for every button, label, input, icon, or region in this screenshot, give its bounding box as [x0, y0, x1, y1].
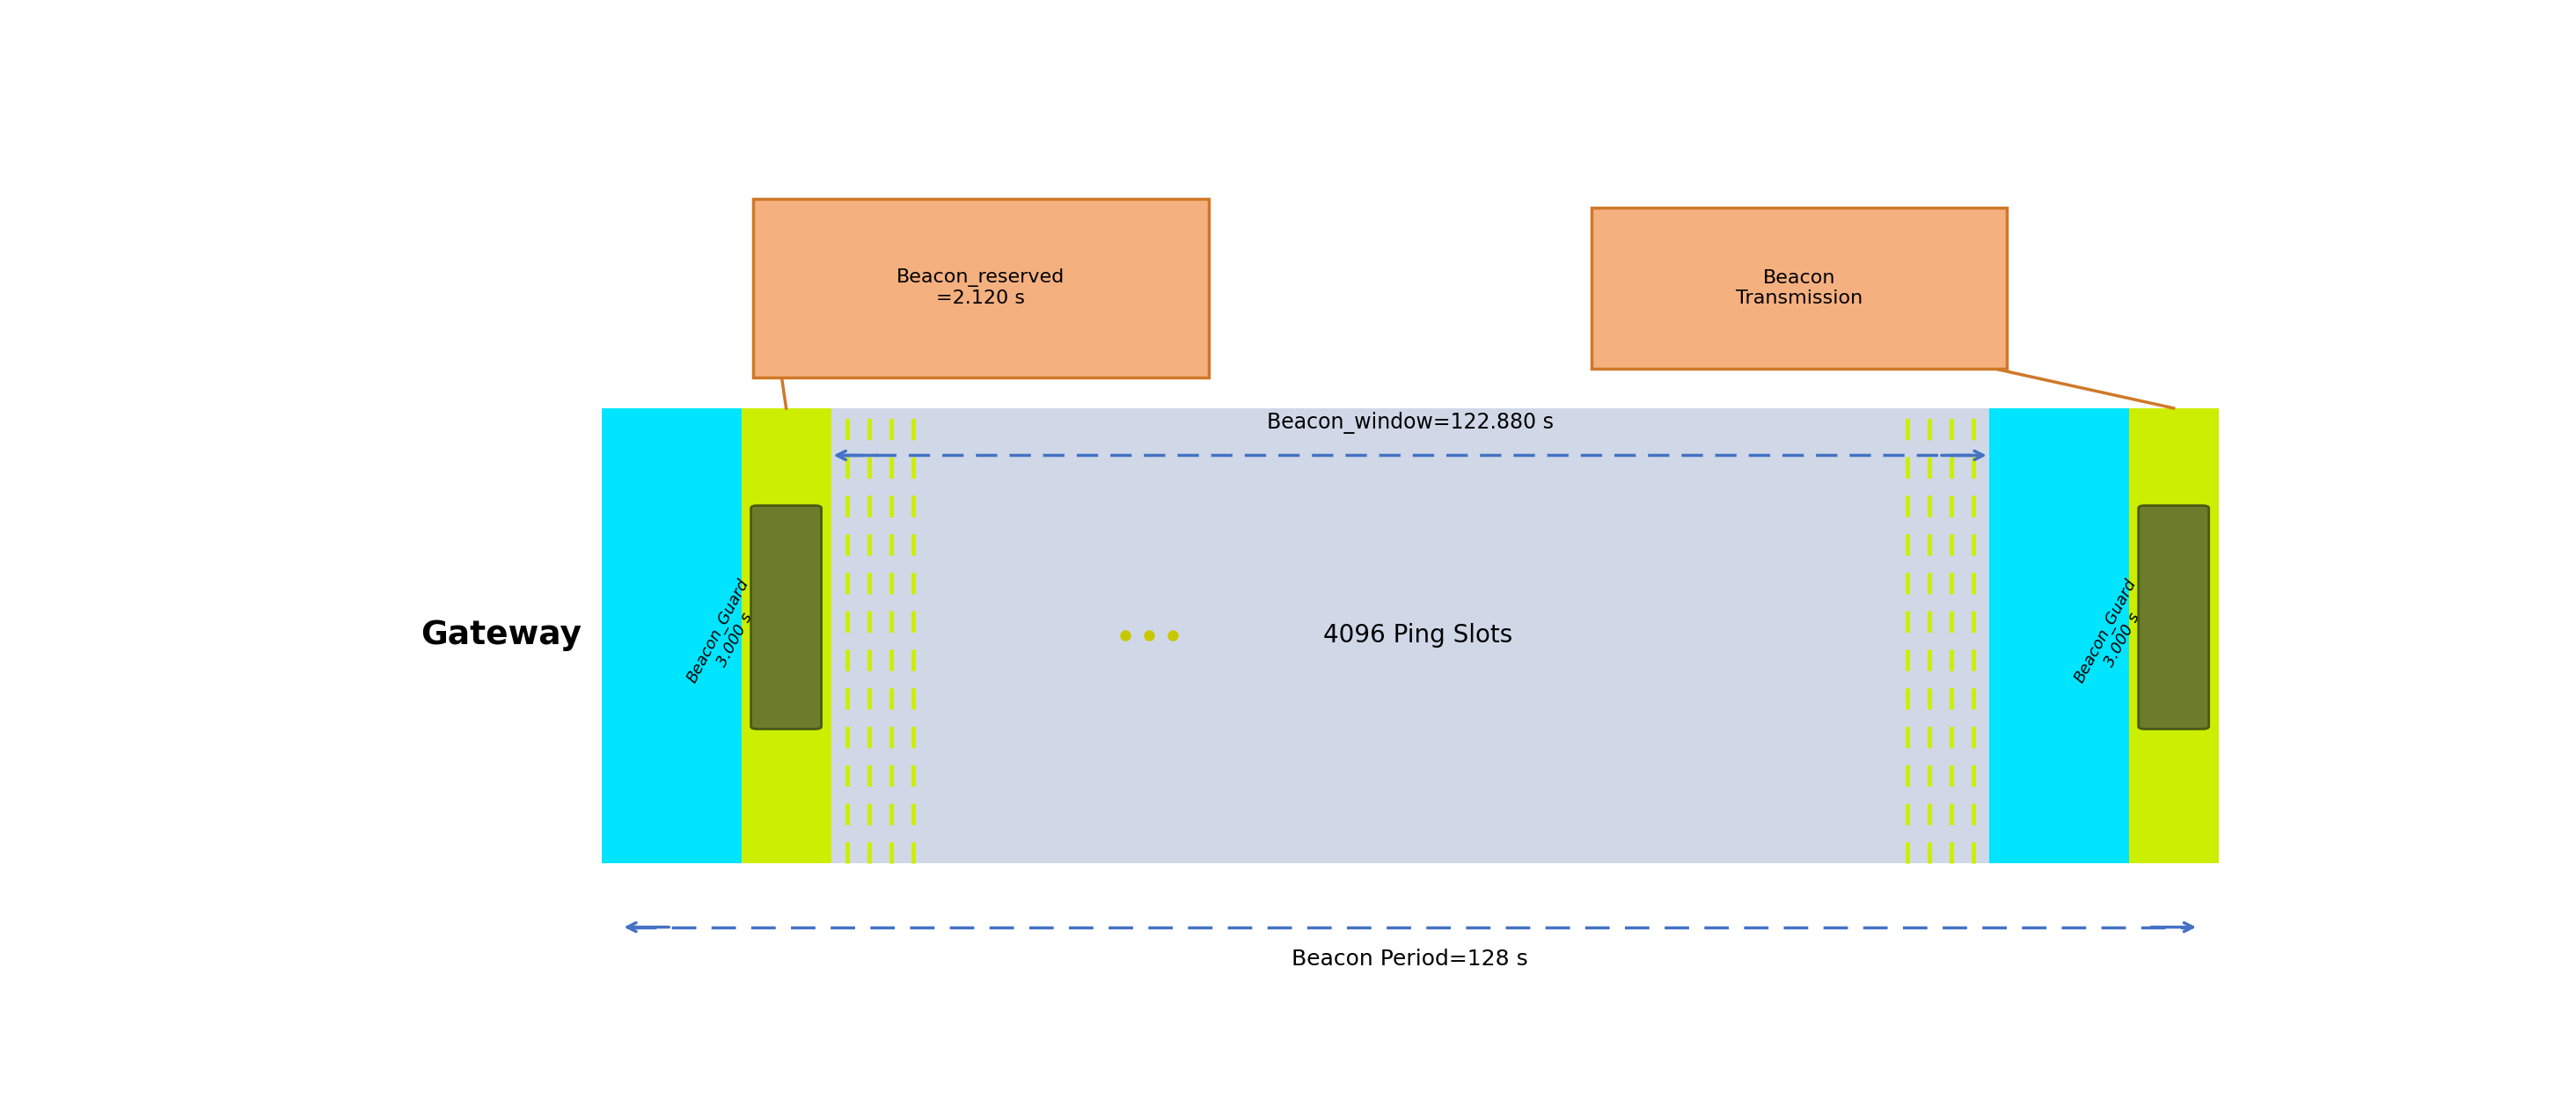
- FancyBboxPatch shape: [752, 506, 822, 729]
- Text: Beacon_Guard
3.000 s: Beacon_Guard 3.000 s: [2071, 577, 2156, 694]
- FancyBboxPatch shape: [1592, 207, 2007, 369]
- Bar: [2128, 408, 2218, 863]
- FancyBboxPatch shape: [2138, 506, 2208, 729]
- Text: Beacon
Transmission: Beacon Transmission: [1736, 270, 1862, 307]
- FancyBboxPatch shape: [752, 199, 1208, 378]
- Bar: [1989, 408, 2128, 863]
- Text: Beacon_reserved
=2.120 s: Beacon_reserved =2.120 s: [896, 268, 1064, 307]
- Text: 4096 Ping Slots: 4096 Ping Slots: [1324, 623, 1512, 648]
- Text: Beacon Period=128 s: Beacon Period=128 s: [1291, 949, 1528, 969]
- Text: Gateway: Gateway: [420, 619, 582, 652]
- Bar: [603, 408, 742, 863]
- Bar: [603, 408, 2218, 863]
- Bar: [742, 408, 832, 863]
- Text: Beacon_window=122.880 s: Beacon_window=122.880 s: [1267, 412, 1553, 434]
- Text: Beacon_Guard
3.000 s: Beacon_Guard 3.000 s: [685, 577, 768, 694]
